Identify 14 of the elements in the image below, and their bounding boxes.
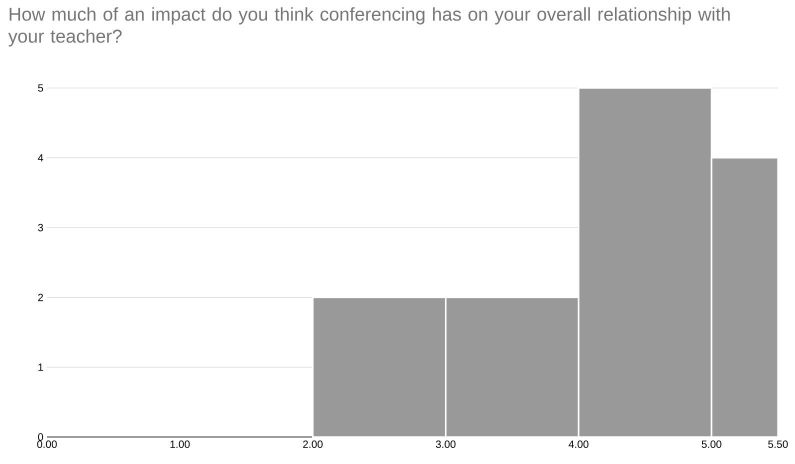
y-tick-label: 2 — [38, 294, 43, 302]
y-tick-label: 1 — [38, 364, 43, 371]
x-tick-label: 2.00 — [303, 440, 323, 448]
x-tick-label: 4.00 — [568, 440, 588, 448]
x-tick-label: 1.00 — [170, 440, 190, 448]
x-tick-label: 0.00 — [37, 440, 57, 448]
x-tick-label: 5.50 — [768, 440, 788, 448]
chart-title: How much of an impact do you think conferencing has on your overall relationship with your teacher? — [8, 7, 730, 46]
y-tick-label: 5 — [38, 84, 44, 92]
y-tick-label: 4 — [38, 154, 44, 162]
x-tick-label: 3.00 — [436, 440, 456, 448]
x-tick-label: 5.00 — [702, 440, 722, 448]
y-tick-label: 3 — [38, 224, 44, 232]
y-tick-label: 0 — [38, 433, 44, 441]
